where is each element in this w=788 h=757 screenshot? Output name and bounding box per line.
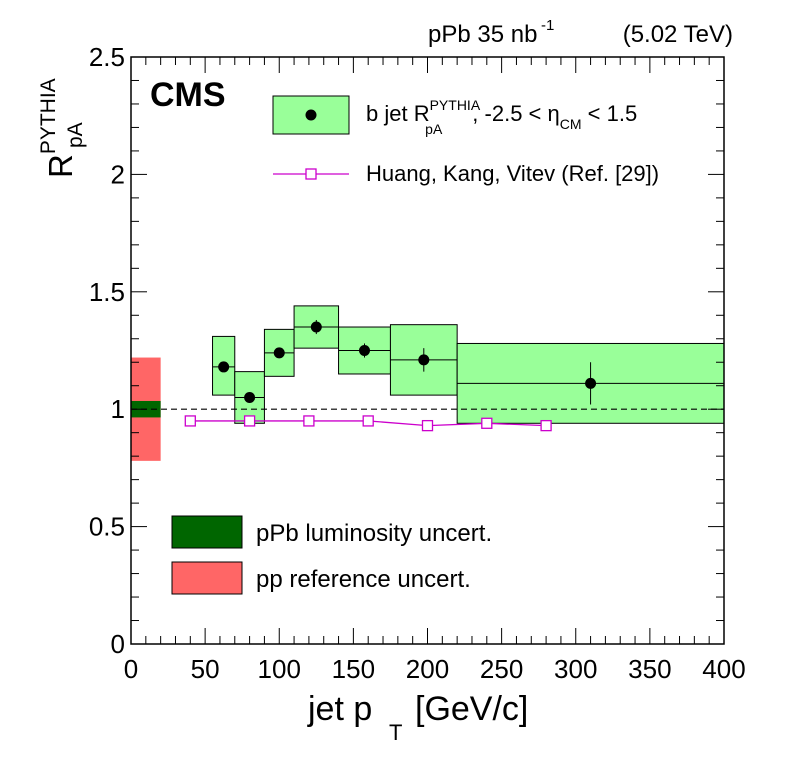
x-axis-title-main: jet p [307, 690, 372, 728]
y-tick-label: 2.5 [89, 42, 125, 72]
data-points [212, 319, 724, 405]
x-axis-title: jet p T [GeV/c] [307, 690, 528, 745]
y-axis-title-sub: pA [64, 122, 87, 148]
x-tick-label: 0 [124, 654, 138, 684]
systematic-boxes [212, 305, 725, 424]
x-tick-label: 100 [258, 654, 301, 684]
x-tick-label: 50 [191, 654, 220, 684]
theory-point [481, 417, 493, 429]
theory-point [243, 415, 256, 427]
y-axis-title: RPYTHIA pA [37, 78, 87, 178]
experiment-label: CMS [150, 76, 226, 114]
y-tick-label: 1.5 [89, 277, 125, 307]
x-tick-label: 150 [332, 654, 375, 684]
y-tick-label: 2 [111, 159, 125, 189]
header-lumi-exponent: -1 [541, 17, 554, 34]
data-point [418, 354, 430, 366]
y-tick-label: 1 [111, 394, 125, 424]
legend-label-pp: pp reference uncert. [256, 566, 471, 593]
data-point [310, 321, 322, 333]
legend-marker-data [305, 109, 317, 121]
legend-swatch-pp [171, 561, 243, 595]
x-tick-labels: 0 50 100 150 200 250 300 350 400 [124, 654, 746, 684]
axis-ticks [130, 56, 725, 645]
legend-swatch-lumi [171, 515, 243, 549]
x-axis-title-units: [GeV/c] [415, 690, 528, 728]
data-point [273, 347, 285, 359]
legend-label-lumi: pPb luminosity uncert. [256, 520, 492, 547]
theory-point [303, 415, 315, 427]
x-tick-label: 200 [406, 654, 449, 684]
y-tick-label: 0.5 [89, 512, 125, 542]
theory-point [184, 415, 196, 427]
x-tick-label: 350 [628, 654, 671, 684]
legend-marker-theory [305, 168, 317, 180]
theory-curve [184, 415, 552, 432]
x-tick-label: 400 [702, 654, 745, 684]
data-point [585, 377, 597, 389]
legend-label-theory: Huang, Kang, Vitev (Ref. [29]) [366, 161, 659, 186]
data-point [244, 391, 256, 403]
x-axis-title-sub: T [389, 720, 402, 745]
header-system: pPb 35 nb [428, 21, 537, 48]
data-point [218, 361, 230, 373]
theory-point [540, 419, 552, 432]
theory-point [362, 415, 374, 427]
x-tick-label: 300 [554, 654, 597, 684]
theory-point [421, 419, 434, 432]
legend-bottom: pPb luminosity uncert. pp reference unce… [171, 515, 492, 595]
svg-text:RPYTHIA: RPYTHIA [37, 78, 79, 178]
data-point [358, 345, 370, 356]
y-axis-title-main: R [42, 154, 79, 178]
y-tick-label: 0 [111, 629, 125, 659]
x-tick-label: 250 [480, 654, 523, 684]
legend-label-data: b jet RPYTHIA pA, -2.5 < ηCM < 1.5 [366, 97, 637, 137]
y-tick-labels: 0 0.5 1 1.5 2 2.5 [89, 42, 125, 659]
y-axis-title-sup: PYTHIA [37, 78, 60, 154]
legend-top: b jet RPYTHIA pA, -2.5 < ηCM < 1.5 Huang,… [272, 95, 659, 186]
header-energy: (5.02 TeV) [623, 21, 733, 48]
